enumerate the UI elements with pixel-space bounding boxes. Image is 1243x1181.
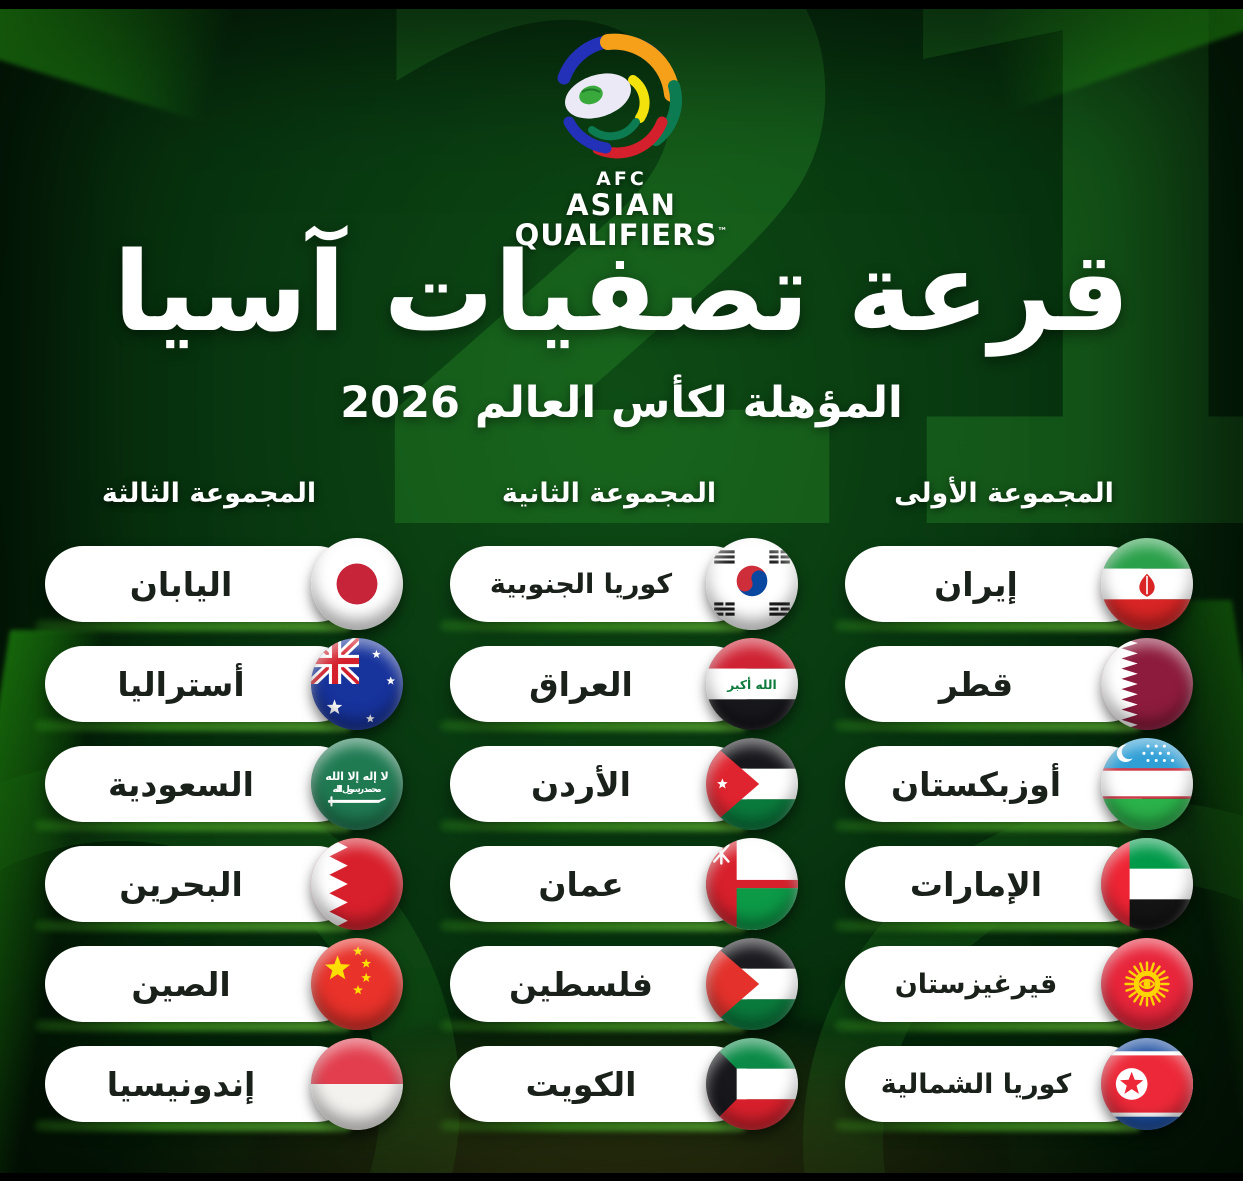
svg-text:لا إله إلا الله: لا إله إلا الله [325, 770, 388, 783]
team-row-saudi-arabia: السعودية لا إله إلا الله محمد رسول الله [45, 738, 403, 830]
logo-afc-text: AFC [596, 168, 647, 190]
bahrain-flag-icon [311, 838, 403, 930]
china-flag-icon [311, 938, 403, 1030]
team-name: الإمارات [909, 864, 1043, 904]
oman-flag-icon [706, 838, 798, 930]
team-name: أوزبكستان [891, 764, 1062, 804]
svg-text:الله أكبر: الله أكبر [726, 677, 776, 692]
team-name: العراق [529, 664, 633, 704]
svg-text:محمد رسول الله: محمد رسول الله [332, 784, 381, 795]
team-row-north-korea: كوريا الشمالية [845, 1038, 1193, 1130]
kuwait-flag-icon [706, 1038, 798, 1130]
team-name: الصين [131, 964, 231, 1004]
team-name: السعودية [108, 764, 254, 804]
team-name: إندونيسيا [106, 1064, 256, 1104]
team-row-kuwait: الكويت [450, 1038, 798, 1130]
team-name: كوريا الشمالية [880, 1068, 1072, 1100]
page-subtitle: المؤهلة لكأس العالم 2026 [340, 378, 903, 428]
team-name: الأردن [531, 764, 631, 804]
team-name: الكويت [525, 1064, 637, 1104]
qatar-flag-icon [1101, 638, 1193, 730]
indonesia-flag-icon [311, 1038, 403, 1130]
kyrgyzstan-flag-icon [1101, 938, 1193, 1030]
uae-flag-icon [1101, 838, 1193, 930]
team-row-iraq: العراق الله أكبر [450, 638, 798, 730]
afc-swirl-icon [557, 33, 682, 159]
logo-asian-text: ASIAN [566, 187, 677, 222]
bottom-black-strip [0, 1173, 1243, 1181]
team-row-bahrain: البحرين [45, 838, 403, 930]
group-2-column: المجموعة الثانية كوريا الجنوبية [450, 478, 798, 1130]
jordan-flag-icon [706, 738, 798, 830]
team-name: إيران [934, 564, 1018, 604]
team-row-south-korea: كوريا الجنوبية [450, 538, 798, 630]
team-name: قطر [938, 664, 1014, 704]
group-1-header: المجموعة الأولى [894, 478, 1114, 509]
team-row-jordan: الأردن [450, 738, 798, 830]
team-name: فلسطين [509, 964, 653, 1004]
team-row-oman: عمان [450, 838, 798, 930]
saudi-arabia-flag-icon: لا إله إلا الله محمد رسول الله [311, 738, 403, 830]
team-name: البحرين [119, 864, 243, 904]
team-row-indonesia: إندونيسيا [45, 1038, 403, 1130]
team-row-australia: أستراليا [45, 638, 403, 730]
team-row-uae: الإمارات [845, 838, 1193, 930]
team-name: كوريا الجنوبية [489, 568, 673, 600]
north-korea-flag-icon [1101, 1038, 1193, 1130]
team-row-palestine: فلسطين [450, 938, 798, 1030]
group-1-column: المجموعة الأولى إيران قطر أوزبكستان [845, 478, 1193, 1130]
iran-flag-icon [1101, 538, 1193, 630]
team-name: قيرغيزستان [894, 968, 1058, 1000]
team-row-japan: اليابان [45, 538, 403, 630]
team-name: عمان [538, 864, 624, 904]
palestine-flag-icon [706, 938, 798, 1030]
uzbekistan-flag-icon [1101, 738, 1193, 830]
team-name: أستراليا [117, 664, 245, 704]
page-title: قرعة تصفيات آسيا [113, 228, 1130, 356]
australia-flag-icon [311, 638, 403, 730]
team-row-qatar: قطر [845, 638, 1193, 730]
group-3-rows: اليابان أستراليا [45, 538, 403, 1130]
team-row-iran: إيران [845, 538, 1193, 630]
group-3-header: المجموعة الثالثة [101, 478, 317, 509]
trademark-symbol: ™ [717, 226, 729, 238]
group-3-column: المجموعة الثالثة اليابان أستراليا [45, 478, 403, 1130]
team-name: اليابان [129, 564, 233, 604]
group-2-rows: كوريا الجنوبية [450, 538, 798, 1130]
logo-qualifiers-text: QUALIFIERS™ [514, 218, 729, 253]
team-row-kyrgyzstan: قيرغيزستان [845, 938, 1193, 1030]
afc-logo: AFC ASIAN QUALIFIERS™ [0, 26, 1243, 251]
top-black-strip [0, 0, 1243, 9]
japan-flag-icon [311, 538, 403, 630]
group-2-header: المجموعة الثانية [501, 478, 717, 509]
team-row-china: الصين [45, 938, 403, 1030]
iraq-flag-icon: الله أكبر [706, 638, 798, 730]
south-korea-flag-icon [706, 538, 798, 630]
team-row-uzbekistan: أوزبكستان [845, 738, 1193, 830]
group-1-rows: إيران قطر أوزبكستان [845, 538, 1193, 1130]
